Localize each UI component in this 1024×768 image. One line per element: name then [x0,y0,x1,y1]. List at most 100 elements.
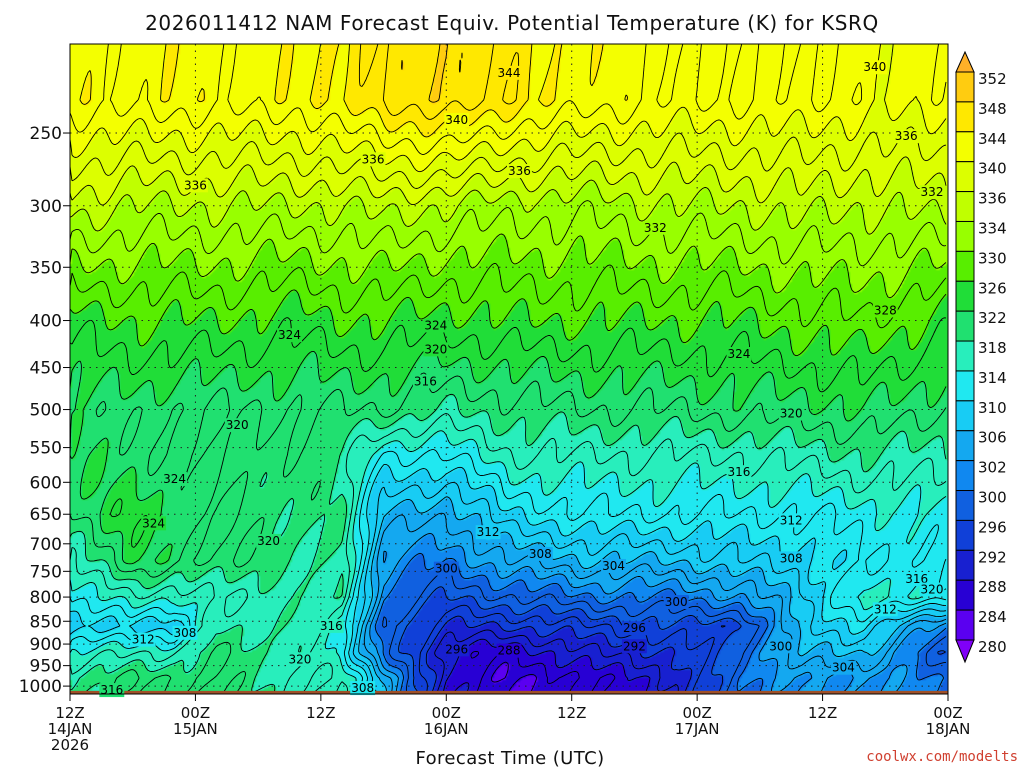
contour-label: 288 [496,643,522,658]
contour-label: 336 [893,129,919,144]
plot-area: 344 340 340 336 336 336 336 332 332 328 324 324 324 3… [69,43,949,698]
colorbar-swatch [955,250,975,282]
svg-text:304: 304 [602,559,625,573]
colorbar-label: 322 [978,309,1007,327]
colorbar-label: 326 [978,279,1007,297]
colorbar-swatch [955,340,975,372]
y-tick: 950 [30,657,70,677]
svg-text:332: 332 [644,221,667,235]
svg-text:312: 312 [132,633,155,647]
colorbar-label: 348 [978,100,1007,118]
svg-text:336: 336 [508,164,531,178]
svg-text:312: 312 [780,513,803,527]
contour-line [358,496,947,693]
svg-text:14JAN: 14JAN [48,720,93,738]
contour-label: 320 [224,418,250,433]
contour-line [352,481,947,693]
contour-line [401,44,449,103]
svg-text:450: 450 [30,359,62,379]
contour-label: 308 [172,625,198,640]
svg-text:296: 296 [445,642,468,656]
colorbar-label: 296 [978,518,1007,536]
contour-line [70,393,947,693]
y-tick: 250 [30,124,70,144]
colorbar-label: 352 [978,70,1007,88]
contour-line [70,412,947,693]
contour-label: 292 [621,639,647,654]
svg-text:320: 320 [424,342,447,356]
chart-title: 2026011412 NAM Forecast Equiv. Potential… [145,11,879,35]
plot-frame [69,43,949,695]
svg-text:17JAN: 17JAN [675,720,720,738]
svg-text:16JAN: 16JAN [424,720,469,738]
contour-label: 324 [277,328,302,343]
contour-line [369,532,947,693]
svg-text:292: 292 [623,639,646,653]
x-axis-label: Forecast Time (UTC) [416,748,605,768]
y-tick: 550 [30,439,70,459]
svg-text:324: 324 [278,328,301,342]
contour-label: 340 [862,60,888,75]
contour-label: 312 [872,602,898,617]
svg-text:336: 336 [362,152,385,166]
contour-label: 340 [444,113,470,128]
contour-line [442,638,651,693]
y-tick: 800 [30,588,70,608]
y-tick: 900 [30,635,70,655]
contour-label: 336 [182,178,208,193]
contour-label: 320 [423,342,449,357]
y-tick: 1000 [19,677,70,697]
y-tick: 700 [30,535,70,555]
colorbar-label: 318 [978,339,1007,357]
svg-text:400: 400 [30,312,62,332]
x-tick: 12Z [306,694,336,722]
y-tick: 750 [30,562,70,582]
svg-text:312: 312 [874,602,897,616]
contour-label: 296 [621,621,647,636]
contour-line [70,430,947,693]
svg-text:12Z: 12Z [557,704,586,722]
svg-text:900: 900 [30,635,62,655]
svg-text:340: 340 [445,113,468,127]
contour-label: 316 [412,374,438,389]
x-tick: 12Z [808,694,837,722]
contour-label: 308 [778,551,804,566]
contour-label: 320 [287,652,313,667]
svg-text:600: 600 [30,473,62,493]
contour-line [70,289,947,357]
contour-label: 336 [506,164,532,179]
colorbar-swatch [955,549,975,581]
svg-text:300: 300 [435,562,458,576]
credit-text[interactable]: coolwx.com/modelts [866,749,1018,765]
svg-text:312: 312 [477,525,500,539]
y-tick: 400 [30,312,70,332]
svg-text:320: 320 [288,652,311,666]
svg-text:296: 296 [623,621,646,635]
svg-text:336: 336 [895,129,918,143]
svg-text:00Z: 00Z [181,704,210,722]
svg-text:850: 850 [30,612,62,632]
contour-line [70,233,947,299]
contour-line [434,629,679,693]
colorbar-label: 334 [978,219,1007,237]
contour-label: 300 [663,595,689,610]
colorbar-top-arrow [955,50,975,73]
svg-text:1000: 1000 [19,677,62,697]
colorbar-label: 336 [978,190,1007,208]
contour-line [70,449,947,693]
contour-line [374,552,947,693]
contour-label: 300 [768,639,794,654]
svg-text:308: 308 [174,626,197,640]
svg-text:650: 650 [30,505,62,525]
contour-label: 312 [475,525,501,540]
colorbar-label: 306 [978,429,1007,447]
svg-text:00Z: 00Z [432,704,461,722]
svg-text:12Z: 12Z [808,704,837,722]
colorbar-label: 314 [978,369,1007,387]
svg-text:328: 328 [874,303,897,317]
svg-text:320: 320 [226,418,249,432]
